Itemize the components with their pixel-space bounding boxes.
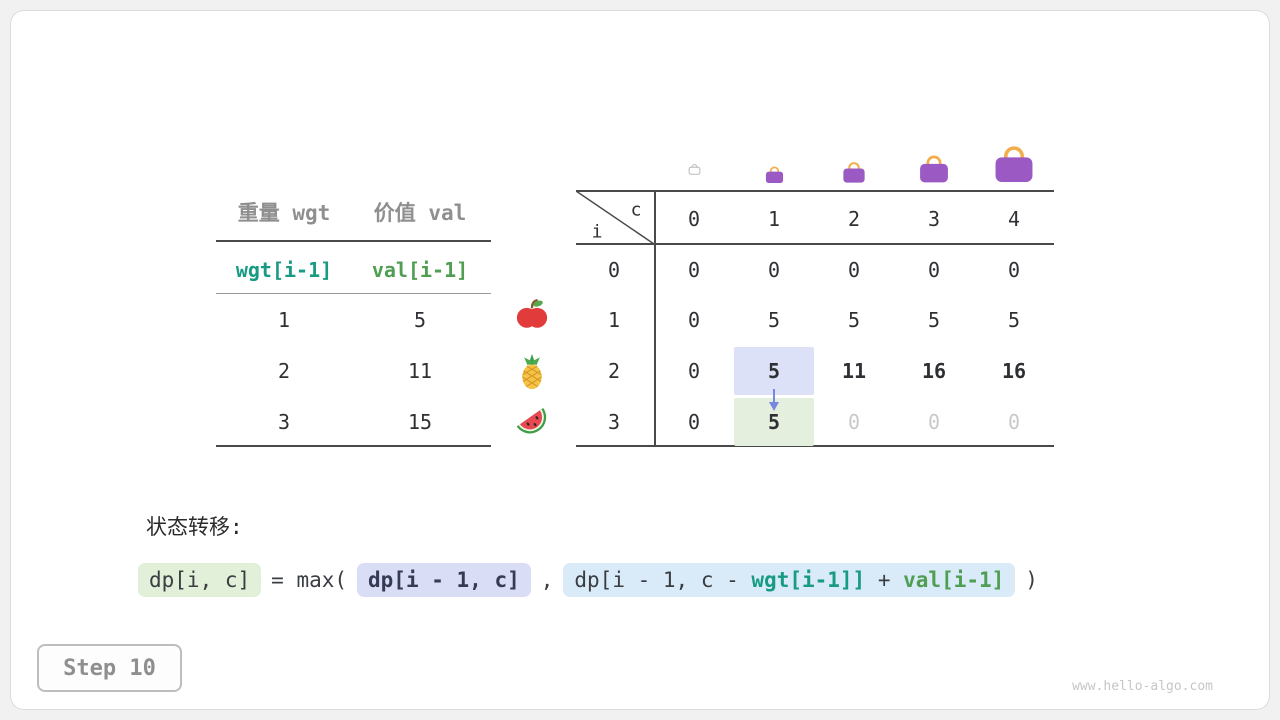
dp-source-cell-highlight xyxy=(734,347,814,395)
dp-row-header: 0 xyxy=(607,258,621,282)
formula-arg2-pill: dp[i - 1, c - wgt[i-1]] + val[i-1] xyxy=(563,563,1016,597)
bag-icon-capacity-1 xyxy=(765,166,784,184)
left-table-cell: 11 xyxy=(407,359,433,383)
dp-col-header: 3 xyxy=(927,207,941,231)
left-table-header-value: 价值 val xyxy=(373,201,467,225)
dp-cell-2-2: 11 xyxy=(841,359,867,383)
left-table-cell: 2 xyxy=(277,359,291,383)
figure-card: 重量 wgt 价值 val wgt[i-1] val[i-1] 1 5 2 11… xyxy=(10,10,1270,710)
dp-cell-3-3: 0 xyxy=(927,410,941,434)
dp-cell-1-3: 5 xyxy=(927,308,941,332)
dp-row-header: 3 xyxy=(607,410,621,434)
bag-icon-capacity-2 xyxy=(843,162,865,183)
left-table-rule-bottom xyxy=(216,445,491,447)
dp-cell-0-0: 0 xyxy=(687,258,701,282)
dp-cell-2-4: 16 xyxy=(1001,359,1027,383)
dp-table-rule-header xyxy=(576,243,1054,245)
dp-cell-1-1: 5 xyxy=(767,308,781,332)
left-table-header-weight: 重量 wgt xyxy=(237,201,331,225)
dp-row-header: 1 xyxy=(607,308,621,332)
formula-arg2-wgt: wgt[i-1]] xyxy=(751,568,866,592)
bag-icon-capacity-0 xyxy=(688,163,701,175)
transition-label: 状态转移: xyxy=(146,515,243,539)
formula-comma: , xyxy=(540,568,554,592)
pineapple-icon xyxy=(522,353,542,390)
dp-table-rule-top xyxy=(576,190,1054,192)
dp-cell-3-4: 0 xyxy=(1007,410,1021,434)
formula-operator: = max( xyxy=(271,568,348,592)
dp-cell-0-1: 0 xyxy=(767,258,781,282)
dp-cell-1-0: 0 xyxy=(687,308,701,332)
dp-table-corner-c-label: c xyxy=(630,199,642,221)
dp-cell-2-1-source: 5 xyxy=(767,359,781,383)
transition-arrow-icon xyxy=(769,389,779,411)
dp-cell-0-3: 0 xyxy=(927,258,941,282)
left-table-wgt-formula: wgt[i-1] xyxy=(235,258,333,282)
transition-formula: dp[i, c] = max( dp[i - 1, c] , dp[i - 1,… xyxy=(138,563,1038,597)
apple-icon xyxy=(516,299,548,328)
dp-cell-3-2: 0 xyxy=(847,410,861,434)
left-table-rule-mid xyxy=(216,293,491,294)
dp-table-rule-vertical xyxy=(654,190,656,447)
formula-arg2-plus: + xyxy=(865,568,904,592)
dp-table-corner-diagonal xyxy=(576,191,654,244)
dp-cell-1-4: 5 xyxy=(1007,308,1021,332)
dp-table-corner-i-label: i xyxy=(591,221,603,243)
formula-close-paren: ) xyxy=(1025,568,1038,592)
dp-table-rule-bottom xyxy=(576,445,1054,447)
bag-icon-capacity-4 xyxy=(995,146,1033,182)
dp-col-header: 2 xyxy=(847,207,861,231)
formula-arg1-pill: dp[i - 1, c] xyxy=(357,563,531,597)
dp-col-header: 1 xyxy=(767,207,781,231)
dp-cell-2-3: 16 xyxy=(921,359,947,383)
dp-col-header: 0 xyxy=(687,207,701,231)
dp-row-header: 2 xyxy=(607,359,621,383)
formula-arg2-val: val[i-1] xyxy=(903,568,1005,592)
formula-arg2-prefix: dp[i - 1, c - xyxy=(574,568,752,592)
watermelon-icon xyxy=(516,407,547,434)
dp-cell-0-4: 0 xyxy=(1007,258,1021,282)
left-table-cell: 5 xyxy=(413,308,427,332)
left-table-cell: 3 xyxy=(277,410,291,434)
formula-lhs-pill: dp[i, c] xyxy=(138,563,262,597)
bag-icon-capacity-3 xyxy=(920,155,948,183)
left-table-cell: 1 xyxy=(277,308,291,332)
dp-cell-1-2: 5 xyxy=(847,308,861,332)
left-table-rule-top xyxy=(216,240,491,242)
dp-col-header: 4 xyxy=(1007,207,1021,231)
step-badge: Step 10 xyxy=(37,644,182,692)
dp-cell-3-1-target: 5 xyxy=(767,410,781,434)
dp-cell-2-0: 0 xyxy=(687,359,701,383)
dp-cell-0-2: 0 xyxy=(847,258,861,282)
left-table-cell: 15 xyxy=(407,410,433,434)
watermark: www.hello-algo.com xyxy=(1072,679,1213,694)
left-table-val-formula: val[i-1] xyxy=(371,258,469,282)
dp-cell-3-0: 0 xyxy=(687,410,701,434)
